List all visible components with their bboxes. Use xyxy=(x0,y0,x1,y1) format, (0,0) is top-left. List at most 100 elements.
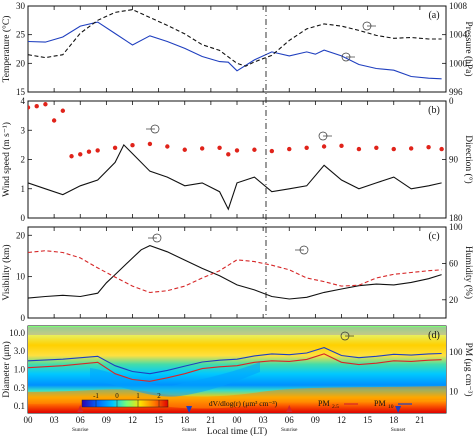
y-tick-label: 15 xyxy=(16,87,26,97)
y-tick-label-right: 1004 xyxy=(449,30,468,40)
y-tick-label: 0 xyxy=(21,213,26,223)
sun-marker-label: Sunrise xyxy=(72,427,89,433)
x-axis-label: Local time (LT) xyxy=(207,426,267,437)
y-tick-label-right: 20 xyxy=(449,295,459,305)
y-tick-label: 3 xyxy=(21,125,26,135)
y-tick-label-right: 60 xyxy=(449,258,459,268)
scatter-point xyxy=(182,147,187,152)
scatter-point xyxy=(130,143,135,148)
legend-pm10-label: PM xyxy=(374,399,386,408)
sun-marker xyxy=(186,406,193,413)
pm-legend: PM 2.5 PM 10 xyxy=(318,399,412,410)
scatter-point xyxy=(112,145,118,150)
panel-frame xyxy=(27,100,447,219)
y-axis-label-right: Humidity (%) xyxy=(463,246,474,299)
y-axis-label: Visibility (km) xyxy=(1,244,12,300)
y-tick-label: 20 xyxy=(16,58,26,68)
scatter-point xyxy=(234,148,240,153)
x-tick-label: 12 xyxy=(128,415,137,425)
scatter-point xyxy=(304,145,309,150)
scatter-point xyxy=(408,146,414,151)
scatter-point xyxy=(43,102,48,107)
scatter-point xyxy=(165,144,170,149)
y-tick-label-right: 10 xyxy=(449,386,459,396)
x-tick-label: 21 xyxy=(206,415,215,425)
y-tick-label-right: 0 xyxy=(449,96,454,106)
sun-marker xyxy=(77,405,84,412)
heatmap-noise-strip xyxy=(28,327,446,335)
series-line xyxy=(28,143,442,211)
series-line xyxy=(28,21,442,80)
x-tick-label: 21 xyxy=(415,415,424,425)
scatter-point xyxy=(60,108,66,113)
y-axis-label: Diameter (μm) xyxy=(1,341,12,398)
y-tick-label: 10.0 xyxy=(9,328,25,338)
sun-marker-label: Sunset xyxy=(182,427,197,433)
x-tick-label: 00 xyxy=(24,415,34,425)
y-axis-label-right: Pressure (hPa) xyxy=(463,21,474,76)
x-tick-label: 06 xyxy=(285,415,295,425)
panel-label: (a) xyxy=(428,10,439,21)
panel-label: (d) xyxy=(428,330,440,341)
y-axis-label-right: PM (μg cm⁻³) xyxy=(463,342,474,396)
scatter-point xyxy=(252,147,257,152)
scatter-point xyxy=(199,146,205,151)
scatter-point xyxy=(321,144,327,149)
y-tick-label: 0.3 xyxy=(14,383,26,393)
scatter-point xyxy=(439,146,444,152)
series-line xyxy=(28,9,442,67)
colorbar-tick-label: 2 xyxy=(157,392,161,400)
scatter-point xyxy=(147,141,153,147)
colorbar-tick-label: 0 xyxy=(115,392,119,400)
series-line xyxy=(28,250,442,294)
legend-pm25-subscript: 2.5 xyxy=(332,404,339,410)
colorbar-tick-label: -1 xyxy=(93,392,99,400)
y-tick-label-right: 996 xyxy=(449,87,463,97)
y-axis-label: Wind speed (m s⁻¹) xyxy=(1,122,12,197)
series-line xyxy=(28,353,442,382)
panel-label: (c) xyxy=(428,231,439,242)
y-tick-label-right: 100 xyxy=(449,347,463,357)
sun-marker-label: Sunset xyxy=(391,427,406,433)
scatter-point xyxy=(86,149,92,154)
sun-marker xyxy=(286,405,293,412)
panel-label: (b) xyxy=(428,105,440,116)
x-tick-label: 15 xyxy=(154,415,164,425)
y-axis-label: Temperature (°C) xyxy=(1,16,12,83)
scatter-point xyxy=(34,104,39,109)
y-tick-label-right: 1008 xyxy=(449,1,468,11)
y-tick-label-right: 90 xyxy=(449,155,459,165)
y-tick-label-right: 100 xyxy=(449,222,463,232)
scatter-point xyxy=(287,146,292,152)
y-tick-label: 0 xyxy=(21,313,26,323)
panel-frame xyxy=(27,226,447,319)
y-tick-label: 2 xyxy=(21,155,26,165)
x-tick-label: 09 xyxy=(102,415,112,425)
scatter-point xyxy=(78,152,83,157)
y-tick-label: 30 xyxy=(16,1,26,11)
y-tick-label: 25 xyxy=(16,30,26,40)
x-tick-label: 06 xyxy=(76,415,86,425)
y-axis-label-right: Direction (°) xyxy=(463,135,474,183)
scatter-series xyxy=(28,102,444,159)
heatmap-low-visibility-dip xyxy=(90,362,260,397)
scatter-point xyxy=(339,143,344,149)
y-tick-label: 1.0 xyxy=(14,365,26,375)
scatter-point xyxy=(28,105,31,110)
sun-marker xyxy=(395,406,402,413)
scatter-point xyxy=(374,145,379,150)
panel-frame xyxy=(27,5,447,93)
y-tick-label-right: 180 xyxy=(449,213,463,223)
x-tick-label: 09 xyxy=(311,415,321,425)
y-tick-label: 1 xyxy=(21,184,26,194)
scatter-point xyxy=(269,148,275,154)
y-tick-label-right: 1000 xyxy=(449,58,468,68)
legend-pm10-subscript: 10 xyxy=(388,404,394,410)
x-tick-label: 03 xyxy=(259,415,269,425)
heatmap-fine-mode-band xyxy=(28,386,446,409)
x-tick-label: 15 xyxy=(363,415,373,425)
colorbar-bar xyxy=(81,399,169,408)
colorbar-label: dV/dlog(r) (μm³ cm⁻³) xyxy=(209,399,278,408)
scatter-point xyxy=(356,146,362,152)
